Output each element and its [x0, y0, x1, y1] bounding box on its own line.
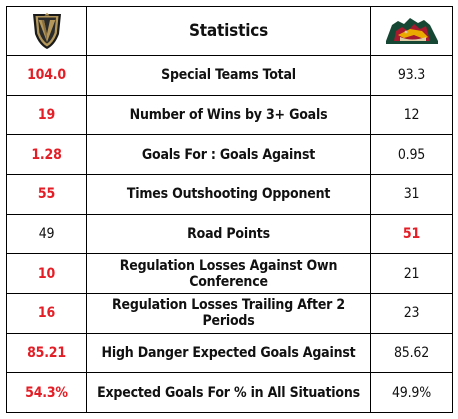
- stat-label: Times Outshooting Opponent: [86, 174, 371, 215]
- stat-label: Regulation Losses Trailing After 2 Perio…: [86, 293, 371, 334]
- statistics-title: Statistics: [86, 5, 371, 57]
- right-team-value: 23: [370, 293, 453, 334]
- stat-row: 16 Regulation Losses Trailing After 2 Per…: [6, 293, 453, 334]
- stat-label: Special Teams Total: [86, 55, 371, 96]
- stat-label: Expected Goals For % in All Situations: [86, 372, 371, 413]
- stat-row: 10 Regulation Losses Against Own Conferen…: [6, 253, 453, 295]
- right-team-value: 49.9%: [370, 372, 453, 413]
- right-team-value: 51: [370, 213, 453, 255]
- left-team-value: 10: [6, 253, 87, 295]
- left-team-value: 49: [6, 213, 87, 255]
- right-team-value: 21: [370, 253, 453, 295]
- right-team-value: 0.95: [370, 134, 453, 176]
- minnesota-wild-logo: [385, 18, 438, 45]
- left-team-value: 55: [6, 174, 87, 215]
- left-team-logo-cell: [6, 5, 87, 57]
- left-team-value: 19: [6, 94, 87, 136]
- stat-label: High Danger Expected Goals Against: [86, 332, 371, 374]
- comparison-table: Statistics 104.0 Special Teams Total 93.3 1…: [6, 5, 453, 413]
- left-team-value: 104.0: [6, 55, 87, 96]
- vegas-golden-knights-logo: [32, 12, 61, 50]
- left-team-value: 54.3%: [6, 372, 87, 413]
- right-team-value: 93.3: [370, 55, 453, 96]
- left-team-value: 1.28: [6, 134, 87, 176]
- right-team-value: 31: [370, 174, 453, 215]
- right-team-value: 12: [370, 94, 453, 136]
- stat-row: 54.3% Expected Goals For % in All Situati…: [6, 372, 453, 413]
- stat-label: Number of Wins by 3+ Goals: [86, 94, 371, 136]
- stat-label: Goals For : Goals Against: [86, 134, 371, 176]
- stat-row: 55 Times Outshooting Opponent 31: [6, 174, 453, 215]
- stat-row: 85.21 High Danger Expected Goals Against 8…: [6, 332, 453, 374]
- stat-row: 19 Number of Wins by 3+ Goals 12: [6, 94, 453, 136]
- header-row: Statistics: [6, 5, 453, 57]
- stat-label: Regulation Losses Against Own Conference: [86, 253, 371, 295]
- left-team-value: 16: [6, 293, 87, 334]
- stat-label: Road Points: [86, 213, 371, 255]
- right-team-logo-cell: [370, 5, 453, 57]
- stat-row: 104.0 Special Teams Total 93.3: [6, 55, 453, 96]
- stat-row: 49 Road Points 51: [6, 213, 453, 255]
- stat-row: 1.28 Goals For : Goals Against 0.95: [6, 134, 453, 176]
- left-team-value: 85.21: [6, 332, 87, 374]
- right-team-value: 85.62: [370, 332, 453, 374]
